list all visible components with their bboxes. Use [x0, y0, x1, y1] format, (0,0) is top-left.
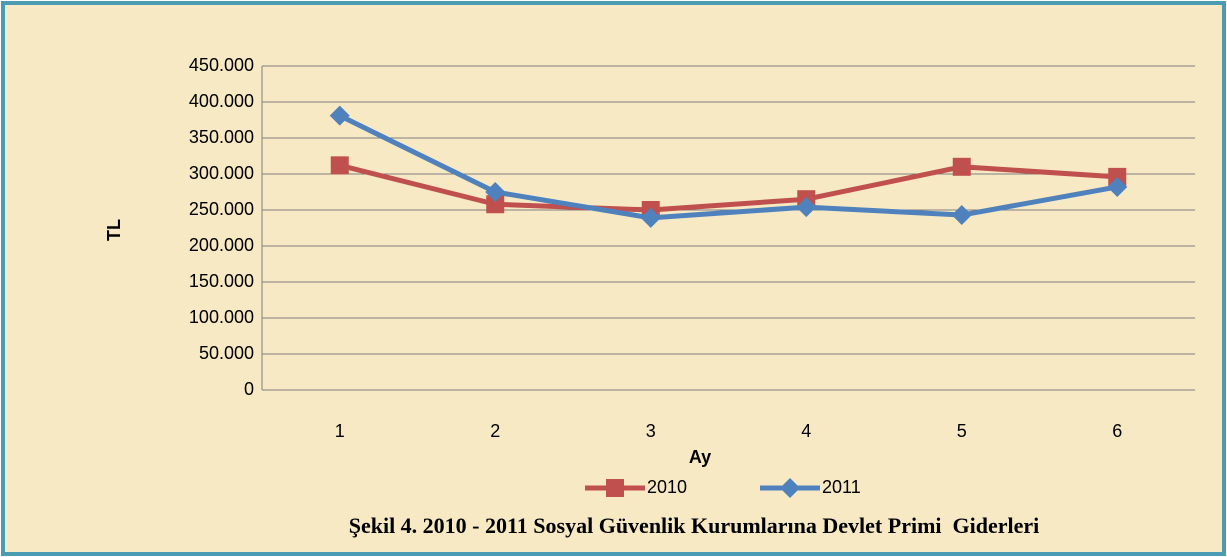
x-tick-label: 4: [801, 421, 811, 441]
y-tick-label: 300.000: [189, 163, 254, 183]
x-tick-label: 2: [490, 421, 500, 441]
marker: [640, 207, 661, 228]
y-tick-label: 350.000: [189, 127, 254, 147]
legend-label: 2010: [647, 477, 687, 497]
marker: [1107, 176, 1128, 197]
y-axis-label: TL: [104, 219, 124, 241]
y-tick-label: 100.000: [189, 307, 254, 327]
marker: [329, 105, 350, 126]
marker: [952, 157, 971, 176]
x-tick-label: 6: [1112, 421, 1122, 441]
marker: [780, 478, 800, 498]
x-tick-label: 5: [957, 421, 967, 441]
x-tick-label: 3: [646, 421, 656, 441]
series-line: [338, 113, 1118, 221]
y-tick-label: 50.000: [199, 343, 254, 363]
marker: [330, 156, 349, 175]
series-line: [339, 162, 1118, 213]
y-tick-label: 250.000: [189, 199, 254, 219]
marker: [951, 205, 972, 226]
marker: [1108, 167, 1127, 186]
marker: [796, 197, 817, 218]
marker: [606, 479, 624, 497]
chart-title: Şekil 4. 2010 - 2011 Sosyal Güvenlik Kur…: [349, 513, 1040, 538]
marker: [486, 195, 505, 214]
x-tick-label: 1: [335, 421, 345, 441]
y-tick-label: 200.000: [189, 235, 254, 255]
y-tick-label: 400.000: [189, 91, 254, 111]
x-axis-label: Ay: [689, 447, 711, 467]
legend-label: 2011: [822, 477, 861, 497]
y-tick-label: 0: [244, 379, 254, 399]
marker: [485, 182, 506, 202]
y-tick-label: 450.000: [189, 55, 254, 75]
y-tick-label: 150.000: [189, 271, 254, 291]
